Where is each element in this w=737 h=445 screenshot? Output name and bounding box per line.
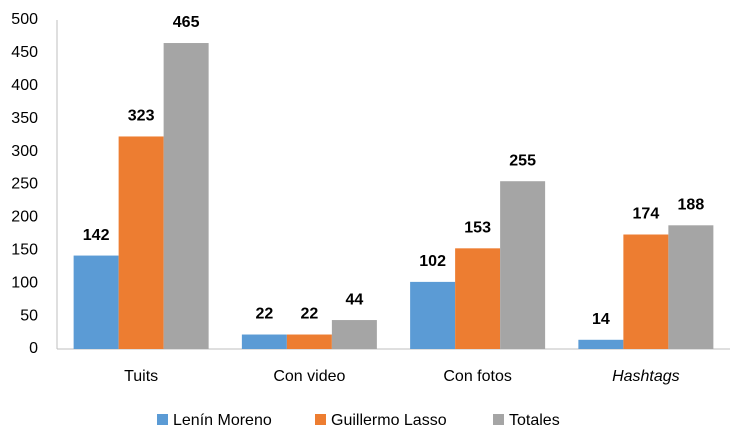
legend-label: Lenín Moreno — [173, 412, 272, 429]
value-label: 188 — [678, 197, 705, 214]
value-label: 465 — [173, 14, 200, 31]
bar — [455, 248, 501, 349]
bar — [578, 339, 624, 349]
y-tick-label: 500 — [11, 11, 38, 28]
bar — [623, 234, 669, 349]
y-tick-label: 250 — [11, 176, 38, 193]
y-tick-label: 350 — [11, 110, 38, 127]
x-tick-label: Con video — [273, 368, 345, 385]
bar — [163, 43, 209, 349]
y-tick-label: 150 — [11, 242, 38, 259]
bar — [286, 334, 332, 349]
legend-swatch — [157, 414, 168, 425]
y-tick-label: 400 — [11, 77, 38, 94]
bar — [118, 136, 164, 349]
x-tick-label: Hashtags — [612, 368, 680, 385]
y-tick-label: 100 — [11, 274, 38, 291]
bar — [241, 334, 287, 349]
value-label: 255 — [509, 152, 536, 169]
x-tick-label: Tuits — [124, 368, 158, 385]
bar — [331, 320, 377, 349]
legend-swatch — [493, 414, 504, 425]
value-label: 22 — [255, 306, 273, 323]
y-tick-label: 300 — [11, 143, 38, 160]
x-tick-label: Con fotos — [443, 368, 511, 385]
y-tick-label: 200 — [11, 209, 38, 226]
y-tick-label: 50 — [20, 307, 38, 324]
legend-swatch — [315, 414, 326, 425]
y-tick-label: 0 — [29, 340, 38, 357]
bar — [500, 181, 546, 349]
value-label: 22 — [300, 306, 318, 323]
value-label: 44 — [345, 291, 363, 308]
bar — [73, 255, 119, 349]
y-tick-label: 450 — [11, 44, 38, 61]
legend-label: Totales — [509, 412, 560, 429]
value-label: 153 — [464, 220, 491, 237]
value-label: 102 — [419, 253, 446, 270]
value-label: 14 — [592, 311, 610, 328]
value-label: 142 — [83, 227, 110, 244]
bar — [668, 225, 714, 349]
value-label: 174 — [633, 206, 660, 223]
value-label: 323 — [128, 108, 155, 125]
bar — [410, 281, 456, 349]
legend-label: Guillermo Lasso — [331, 412, 447, 429]
